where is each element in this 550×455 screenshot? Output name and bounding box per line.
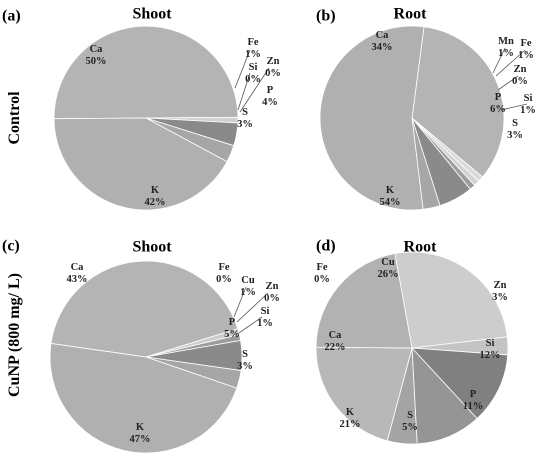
panel-b-label-ca: Ca 34% xyxy=(372,30,393,53)
panel-d-label-fe: Fe 0% xyxy=(314,262,330,285)
panel-a-label-ca: Ca 50% xyxy=(86,44,107,67)
panel-a-label-p: P 4% xyxy=(262,85,278,108)
panel-b-leader-mn xyxy=(492,47,506,74)
panel-a: Ca 50% Fe 1% Si 0%Zn 0% P 4% S 3% K 42% (a) Shoot xyxy=(2,5,281,211)
panel-d-slice-si xyxy=(411,347,509,420)
panel-d-label-p: P 11% xyxy=(463,389,483,412)
panel-b-label-mn: Mn 1% xyxy=(498,36,514,59)
panel-b-label-k: K 54% xyxy=(380,185,401,208)
panel-c-label-fe: Fe 0% xyxy=(216,262,232,285)
panel-b-label-si: Si 1% xyxy=(520,93,536,116)
panel-b: Ca 34% Mn 1%Fe 1% Zn 0% Si 1% P 6%S 3% K 54% (b) Root xyxy=(316,5,536,211)
panel-d-letter: (d) xyxy=(316,237,336,254)
panel-d-slice-p xyxy=(411,346,478,445)
panel-d-label-cu: Cu 26% xyxy=(378,257,399,280)
panel-a-label-fe: Fe 1% xyxy=(245,37,261,60)
panel-a-label-si: Si 0% xyxy=(245,62,261,85)
panel-b-title: Root xyxy=(394,5,428,22)
panel-c-label-si: Si 1% xyxy=(257,306,273,329)
panel-a-leader-zn xyxy=(239,67,270,113)
panel-c-letter: (c) xyxy=(2,237,20,254)
panel-b-label-p: P 6% xyxy=(490,92,506,115)
panel-c-label-p: P 5% xyxy=(224,317,240,340)
panel-d-slice-ca xyxy=(315,253,413,349)
panel-d: Fe 0% Cu 26% Zn 3% Si 12% P 11% S 5% K 21% Ca 22% (d) Roo… xyxy=(314,237,509,445)
panel-b-slice-ca xyxy=(411,26,505,178)
panel-d-label-s: S 5% xyxy=(402,410,418,433)
panel-b-leader-fe xyxy=(495,49,526,77)
panel-c-label-ca: Ca 43% xyxy=(67,262,88,285)
panel-c-slice-k xyxy=(49,342,238,454)
panel-a-label-zn: Zn 0% xyxy=(265,56,281,79)
panel-c-label-cu: Cu 1% xyxy=(240,275,256,298)
panel-b-leader-zn xyxy=(497,75,519,91)
panel-c-label-k: K 47% xyxy=(130,422,151,445)
row-label-control: Control xyxy=(6,91,23,145)
panel-b-letter: (b) xyxy=(316,7,336,24)
panel-b-slice-k xyxy=(319,25,425,211)
panel-d-label-ca: Ca 22% xyxy=(325,330,346,353)
panel-d-label-zn: Zn 3% xyxy=(492,280,508,303)
panel-c-label-s: S 3% xyxy=(237,349,253,372)
panel-c-title: Shoot xyxy=(132,238,172,255)
panel-a-title: Shoot xyxy=(132,5,172,22)
panel-a-slice-k xyxy=(53,117,228,211)
panel-d-slice-k xyxy=(315,346,413,442)
panel-b-label-s: S 3% xyxy=(507,118,523,141)
panel-d-label-si: Si 12% xyxy=(480,338,501,361)
panel-a-label-k: K 42% xyxy=(145,185,166,208)
panel-b-label-zn: Zn 0% xyxy=(512,64,528,87)
panel-a-label-s: S 3% xyxy=(237,107,253,130)
panel-c-label-zn: Zn 0% xyxy=(264,281,280,304)
panel-c-slice-ca xyxy=(50,260,239,358)
row-label-cunp: CuNP (800 mg/ L) xyxy=(6,273,23,397)
panel-d-title: Root xyxy=(404,238,438,255)
panel-a-leader-si xyxy=(237,72,251,111)
panel-a-slice-ca xyxy=(53,25,239,120)
panel-a-letter: (a) xyxy=(2,7,21,24)
panel-c-leader-zn xyxy=(236,292,269,323)
panel-c-leader-si xyxy=(238,316,263,334)
panel-a-leader-fe xyxy=(234,49,251,89)
row-labels: Control CuNP (800 mg/ L) xyxy=(6,91,23,397)
panel-b-label-fe: Fe 1% xyxy=(518,38,534,61)
panel-c-leader-cu xyxy=(233,286,247,318)
panel-c: Ca 43% Fe 0% Cu 1% Zn 0% Si 1% P 5% S 3% K 47% (c) Shoot xyxy=(2,237,280,454)
panel-b-leader-si xyxy=(500,103,528,111)
panel-d-slice-cu xyxy=(394,251,508,349)
panel-d-label-k: K 21% xyxy=(340,407,361,430)
